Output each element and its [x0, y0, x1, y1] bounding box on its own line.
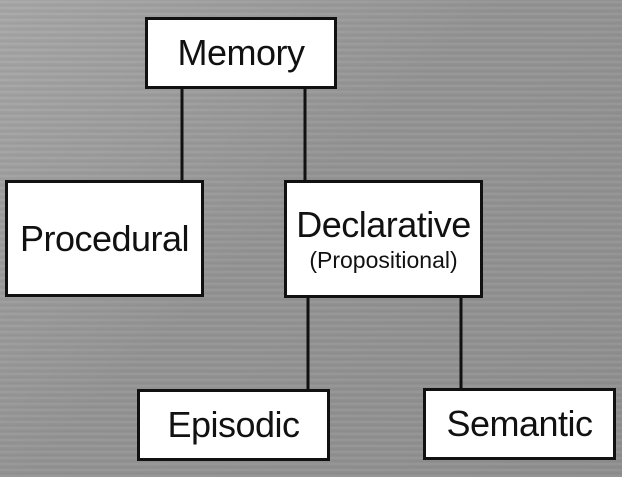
declarative-label: Declarative: [296, 204, 471, 246]
procedural-label: Procedural: [19, 217, 190, 259]
semantic-label: Semantic: [446, 403, 593, 445]
memory-node: Memory: [145, 17, 337, 89]
semantic-node: Semantic: [423, 388, 616, 460]
declarative-sublabel: (Propositional): [309, 246, 458, 273]
episodic-node: Episodic: [137, 389, 330, 461]
memory-label: Memory: [177, 32, 305, 74]
episodic-label: Episodic: [167, 404, 300, 446]
declarative-node: Declarative (Propositional): [284, 180, 483, 298]
procedural-node: Procedural: [5, 180, 204, 297]
